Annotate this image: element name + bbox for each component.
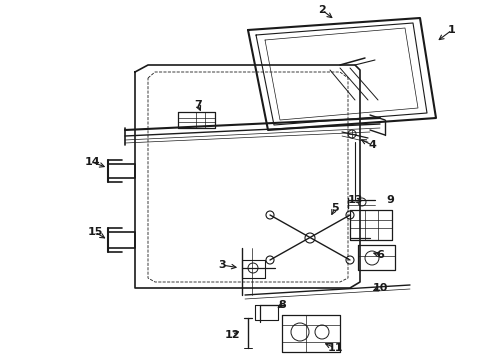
Text: 14: 14 [84,157,100,167]
Text: 10: 10 [372,283,388,293]
Text: 13: 13 [347,195,363,205]
Circle shape [266,256,274,264]
Text: 1: 1 [448,25,456,35]
Text: 11: 11 [327,343,343,353]
Text: 9: 9 [386,195,394,205]
Circle shape [248,263,258,273]
Circle shape [266,211,274,219]
Circle shape [346,211,354,219]
Circle shape [305,233,315,243]
Text: 6: 6 [376,250,384,260]
Circle shape [346,256,354,264]
Text: 3: 3 [218,260,226,270]
Text: 15: 15 [87,227,103,237]
Text: 7: 7 [194,100,202,110]
Text: 5: 5 [331,203,339,213]
Text: 8: 8 [278,300,286,310]
Text: 2: 2 [318,5,326,15]
Text: 4: 4 [368,140,376,150]
Text: 12: 12 [224,330,240,340]
